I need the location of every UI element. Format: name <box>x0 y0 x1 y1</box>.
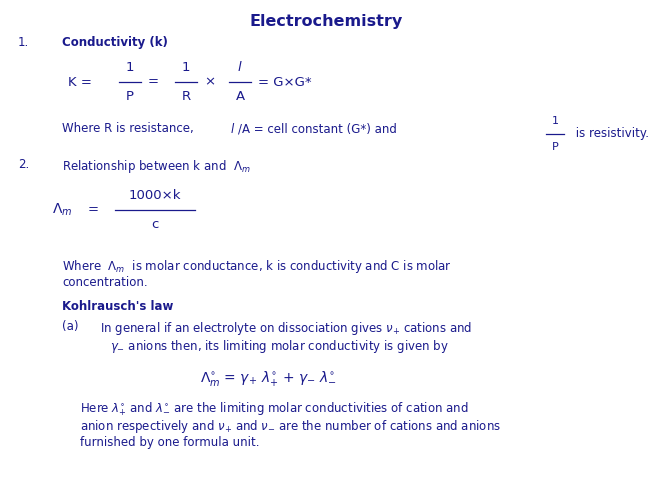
Text: =: = <box>88 204 99 217</box>
Text: A: A <box>236 90 245 103</box>
Text: anion respectively and $\nu_{+}$ and $\nu_{-}$ are the number of cations and ani: anion respectively and $\nu_{+}$ and $\n… <box>80 418 501 435</box>
Text: Relationship between k and  $\Lambda_{m}$: Relationship between k and $\Lambda_{m}$ <box>62 158 251 175</box>
Text: concentration.: concentration. <box>62 276 148 289</box>
Text: =: = <box>148 76 159 89</box>
Text: = G×G*: = G×G* <box>258 76 311 89</box>
Text: 1000×k: 1000×k <box>129 189 182 202</box>
Text: $\mathit{l}$: $\mathit{l}$ <box>230 122 235 136</box>
Text: is resistivity.: is resistivity. <box>572 127 649 140</box>
Text: 1.: 1. <box>18 36 29 49</box>
Text: Kohlrausch's law: Kohlrausch's law <box>62 300 174 313</box>
Text: P: P <box>552 142 558 152</box>
Text: Electrochemistry: Electrochemistry <box>249 14 403 29</box>
Text: R: R <box>182 90 191 103</box>
Text: $\Lambda_{m}$: $\Lambda_{m}$ <box>52 202 72 218</box>
Text: Here $\lambda^{\circ}_{+}$ and $\lambda^{\circ}_{-}$ are the limiting molar cond: Here $\lambda^{\circ}_{+}$ and $\lambda^… <box>80 400 468 417</box>
Text: In general if an electrolyte on dissociation gives $\nu_{+}$ cations and: In general if an electrolyte on dissocia… <box>100 320 472 337</box>
Text: Where  $\Lambda_{m}$  is molar conductance, k is conductivity and C is molar: Where $\Lambda_{m}$ is molar conductance… <box>62 258 452 275</box>
Text: 1: 1 <box>552 116 558 126</box>
Text: $\Lambda^{\circ}_{m}$ = $\gamma_{+}$ $\lambda^{\circ}_{+}$ + $\gamma_{-}$ $\lamb: $\Lambda^{\circ}_{m}$ = $\gamma_{+}$ $\l… <box>200 369 337 387</box>
Text: c: c <box>151 218 159 231</box>
Text: $\gamma_{-}$ anions then, its limiting molar conductivity is given by: $\gamma_{-}$ anions then, its limiting m… <box>110 338 449 355</box>
Text: 1: 1 <box>182 61 190 74</box>
Text: Where R is resistance,: Where R is resistance, <box>62 122 197 135</box>
Text: (a): (a) <box>62 320 78 333</box>
Text: /A = cell constant (G*) and: /A = cell constant (G*) and <box>238 122 397 135</box>
Text: $\times$: $\times$ <box>204 76 215 89</box>
Text: furnished by one formula unit.: furnished by one formula unit. <box>80 436 259 449</box>
Text: $\mathit{l}$: $\mathit{l}$ <box>237 60 243 74</box>
Text: 1: 1 <box>126 61 135 74</box>
Text: P: P <box>126 90 134 103</box>
Text: Conductivity (k): Conductivity (k) <box>62 36 168 49</box>
Text: K =: K = <box>68 76 92 89</box>
Text: 2.: 2. <box>18 158 29 171</box>
